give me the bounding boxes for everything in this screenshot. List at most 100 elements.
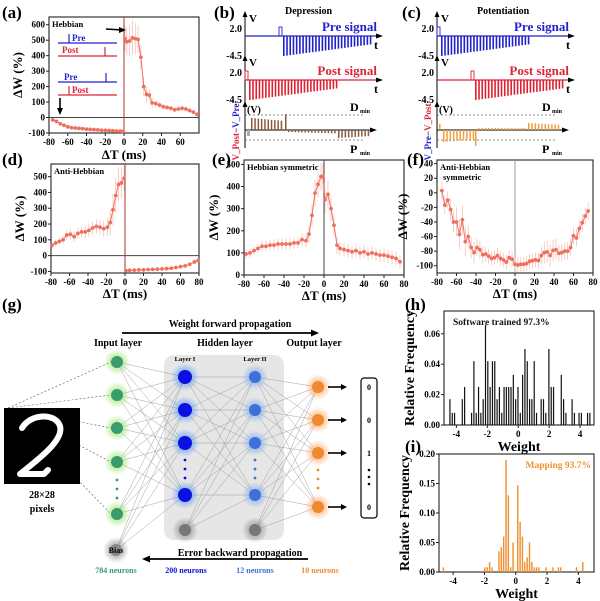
x-tick-label: 60 <box>176 277 186 287</box>
pre-negative-pulse <box>479 36 482 51</box>
data-point <box>264 244 268 249</box>
data-point <box>108 220 113 225</box>
diff-axis-arrow-icon <box>434 101 440 107</box>
image-caption-size: 28×28 <box>29 490 55 501</box>
diff-pulse <box>357 130 360 137</box>
data-point <box>150 267 155 272</box>
histogram-bar <box>507 495 510 572</box>
input-ellipsis-dot <box>115 487 119 491</box>
data-point <box>87 228 91 233</box>
histogram-bar <box>528 542 531 572</box>
data-point <box>370 250 374 255</box>
y-tick-label: 400 <box>227 182 241 192</box>
data-point <box>103 128 108 133</box>
histogram-bar <box>512 542 514 572</box>
data-point <box>565 249 570 254</box>
histogram-bar <box>491 361 494 425</box>
data-point <box>68 232 73 237</box>
post-v-axis-arrow-icon <box>242 55 248 61</box>
post-negative-pulse <box>475 80 477 100</box>
histogram-bar <box>502 536 505 572</box>
diff-pulse <box>524 128 526 130</box>
data-point <box>480 252 485 257</box>
histogram-bar <box>498 387 501 425</box>
y-tick-label: 400 <box>34 187 48 197</box>
x-tick-label: 20 <box>138 137 148 147</box>
y-tick-label: 500 <box>32 35 46 45</box>
output-vector-value: 0 <box>367 416 371 425</box>
x-tick-label: -2 <box>481 576 489 586</box>
pre-v-high: 2.0 <box>422 24 435 35</box>
series-line-pos <box>124 37 198 115</box>
pre-v-label: V <box>441 13 449 25</box>
diff-pulse <box>264 119 266 130</box>
histogram-bar <box>557 567 560 572</box>
y-tick-label: 0 <box>236 270 241 280</box>
backward-arrow-icon <box>142 555 150 563</box>
data-point <box>88 127 93 132</box>
data-point <box>272 243 276 248</box>
post-negative-pulse <box>503 80 506 97</box>
diff-pulse <box>507 128 510 130</box>
histogram-bar <box>480 412 482 425</box>
diff-pulse <box>347 130 350 138</box>
diff-pulse <box>297 130 300 133</box>
panel-label-i: (i) <box>405 437 421 456</box>
histogram-bar <box>526 557 528 572</box>
histogram-bar <box>517 485 519 572</box>
pre-v-axis-arrow-icon <box>242 11 248 17</box>
input-ellipsis-dot <box>115 496 119 500</box>
post-negative-pulse <box>329 80 331 90</box>
diff-pulse <box>547 124 550 130</box>
diff-pulse <box>494 128 496 130</box>
diff-pulse <box>528 123 530 130</box>
post-negative-pulse <box>274 80 277 97</box>
output-vector-ellipsis-dot <box>367 482 371 486</box>
histogram-bar <box>510 387 512 425</box>
post-signal-label: Post signal <box>317 63 377 78</box>
histogram-bar <box>575 567 578 572</box>
y-axis-label: Relative Frequency <box>398 455 413 571</box>
diff-pulse <box>452 130 455 142</box>
data-point <box>556 251 561 256</box>
histogram-bar <box>503 387 505 425</box>
histogram-bar <box>487 361 489 425</box>
data-point <box>310 213 314 218</box>
hist-software-trained: -4 -2 0 2 4 0.00 0.02 0.04 0.06 Weight Relative Fr… <box>403 310 595 455</box>
post-negative-pulse <box>271 80 274 97</box>
output-vector-ellipsis-dot <box>367 475 371 479</box>
data-point <box>350 249 354 254</box>
pre-negative-pulse <box>318 36 320 52</box>
x-tick-label: 40 <box>360 279 370 289</box>
layer1-neuron <box>178 370 192 384</box>
input-neuron <box>111 422 123 434</box>
connection <box>184 442 256 531</box>
histogram-bar <box>477 387 480 425</box>
pmin-sub: min <box>360 151 371 157</box>
connection <box>115 409 186 551</box>
plot-title-line2: symmetric <box>443 172 481 182</box>
y-tick-label: -80 <box>421 246 433 256</box>
x-tick-label: 0 <box>123 277 128 287</box>
diff-pulse <box>484 128 487 130</box>
y-tick-label: 200 <box>34 219 48 229</box>
output-neuron-count: 10 neurons <box>301 566 338 575</box>
histogram-bar <box>538 567 540 572</box>
data-point <box>398 259 402 264</box>
histogram-bar <box>531 399 533 425</box>
panel-label-f: (f) <box>407 150 424 169</box>
data-point <box>80 126 85 131</box>
diff-pulse <box>267 119 269 130</box>
post-negative-pulse <box>332 80 335 89</box>
projection-line <box>7 394 112 409</box>
forward-propagation-label: Weight forward propagation <box>169 319 292 330</box>
data-point <box>132 268 137 273</box>
data-point <box>84 127 89 132</box>
panel-label-e: (e) <box>212 150 231 169</box>
y-tick-label: 100 <box>227 248 241 258</box>
inset-pre-label-2: Pre <box>64 72 77 82</box>
post-negative-pulse <box>277 80 280 97</box>
data-point <box>354 248 358 253</box>
data-point <box>173 265 178 270</box>
pre-negative-pulse <box>289 36 292 56</box>
